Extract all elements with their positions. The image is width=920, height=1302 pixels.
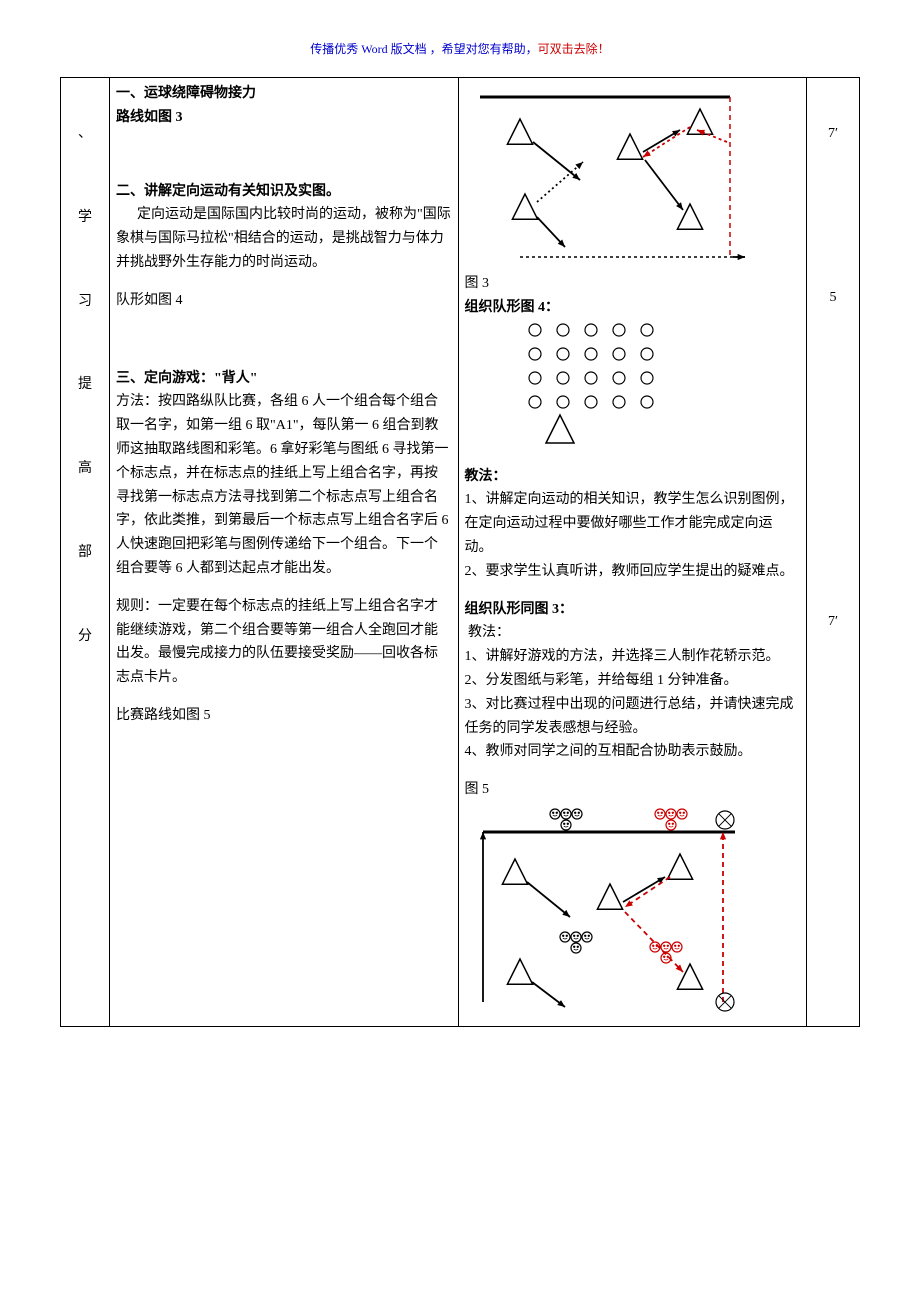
- time-3: 7′: [813, 610, 853, 634]
- s3-title: 三、定向游戏："背人": [116, 371, 258, 386]
- header-note: 传播优秀 Word 版文档 ，希望对您有帮助，可双击去除！: [60, 40, 860, 57]
- s1-line: 路线如图 3: [116, 110, 183, 125]
- s2-body: 定向运动是国际国内比较时尚的运动，被称为"国际象棋与国际马拉松"相结合的运动，是…: [116, 203, 452, 274]
- sidebar-chars: 、学习提高部分: [67, 82, 103, 649]
- diagram5: [465, 802, 801, 1022]
- time-cell: 7′ 5 7′: [807, 78, 860, 1027]
- s3-line3: 比赛路线如图 5: [116, 708, 211, 723]
- s1-title: 一、运球绕障碍物接力: [116, 86, 256, 101]
- org3-p1: 1、讲解好游戏的方法，并选择三人制作花轿示范。: [465, 649, 780, 664]
- teach-title: 教法：: [465, 469, 507, 484]
- time-2: 5: [813, 286, 853, 310]
- s3-body2: 规则：一定要在每个标志点的挂纸上写上组合名字才能继续游戏，第二个组合要等第一组合…: [116, 599, 438, 685]
- teach-p2: 2、要求学生认真听讲，教师回应学生提出的疑难点。: [465, 564, 794, 579]
- diagram4: [465, 320, 801, 465]
- content-cell: 一、运球绕障碍物接力 路线如图 3 二、讲解定向运动有关知识及实图。 定向运动是…: [110, 78, 459, 1027]
- org3-sub: 教法：: [468, 625, 510, 640]
- s3-body1: 方法：按四路纵队比赛，各组 6 人一个组合每个组合取一名字，如第一组 6 取"A…: [116, 394, 449, 576]
- org3-p3: 3、对比赛过程中出现的问题进行总结，并请快速完成任务的同学发表感想与经验。: [465, 697, 794, 736]
- org3-p2: 2、分发图纸与彩笔，并给每组 1 分钟准备。: [465, 673, 738, 688]
- diagram3: [465, 82, 801, 272]
- teach-p1: 1、讲解定向运动的相关知识，教学生怎么识别图例，在定向运动过程中要做好哪些工作才…: [465, 492, 794, 555]
- org3-p4: 4、教师对同学之间的互相配合协助表示鼓励。: [465, 744, 752, 759]
- time-1: 7′: [813, 122, 853, 146]
- header-blue: 传播优秀 Word 版文档 ，希望对您有帮助，: [310, 42, 537, 56]
- org3-title: 组织队形同图 3：: [465, 602, 574, 617]
- fig4-title: 组织队形图 4：: [465, 300, 560, 315]
- fig3-label: 图 3: [465, 276, 490, 291]
- fig5-label: 图 5: [465, 782, 490, 797]
- right-cell: 图 3 组织队形图 4： 教法： 1、讲解定向运动的相关知识，教学生怎么识别图例…: [458, 78, 807, 1027]
- lesson-table: 、学习提高部分 一、运球绕障碍物接力 路线如图 3 二、讲解定向运动有关知识及实…: [60, 77, 860, 1027]
- sidebar-cell: 、学习提高部分: [61, 78, 110, 1027]
- s2-line2: 队形如图 4: [116, 293, 183, 308]
- header-red: 可双击去除！: [538, 42, 610, 56]
- s2-title: 二、讲解定向运动有关知识及实图。: [116, 184, 340, 199]
